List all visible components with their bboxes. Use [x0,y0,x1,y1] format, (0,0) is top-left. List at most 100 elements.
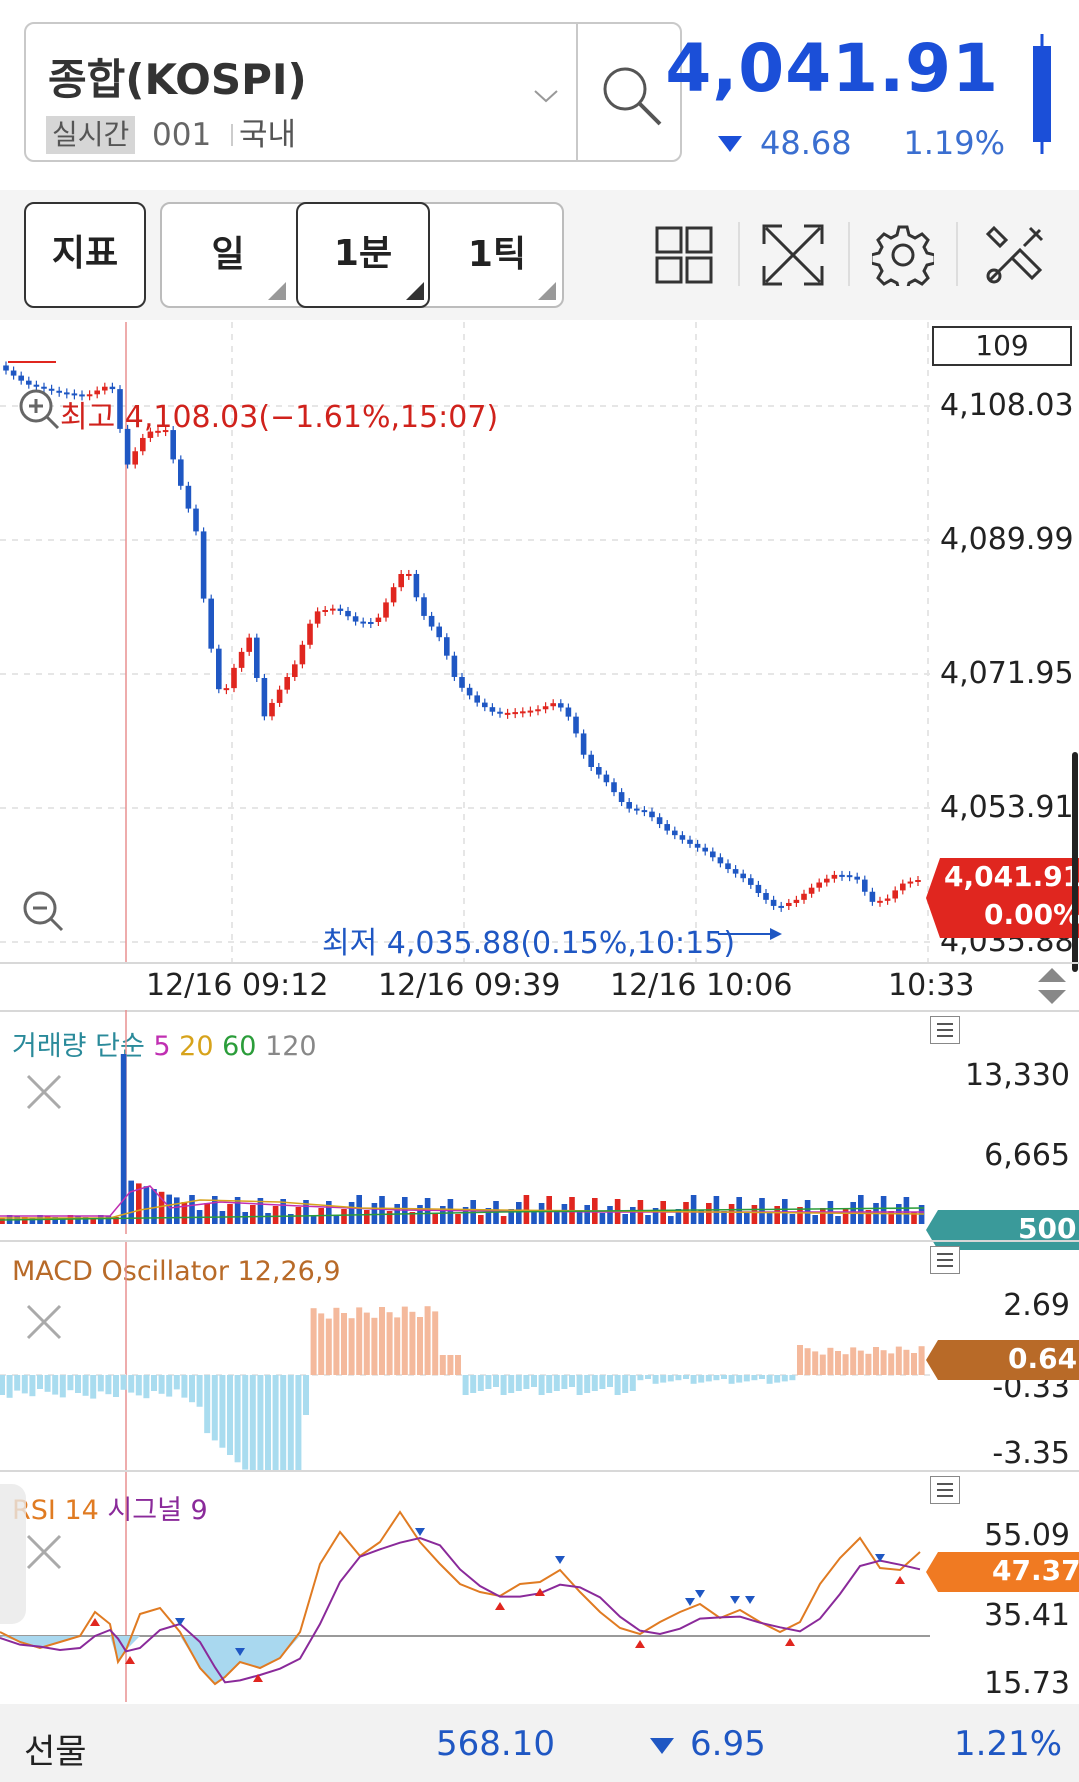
symbol-selector[interactable]: 종합(KOSPI) 실시간 001 국내 [24,22,682,162]
candle-body [216,648,222,690]
macd-bar [371,1317,378,1375]
menu-icon[interactable] [930,1476,960,1504]
macd-bar [432,1311,439,1375]
macd-bar [797,1345,803,1375]
volume-bar [60,1218,66,1224]
candle-body [48,388,55,391]
scroll-updown-icon[interactable] [1034,966,1070,1006]
volume-bar [341,1209,347,1224]
macd-bar [341,1313,347,1375]
macd-bar [493,1375,499,1387]
volume-bar [440,1206,446,1224]
volume-bar [189,1195,195,1224]
macd-bar [629,1375,636,1391]
candle-body [679,835,686,840]
sell-signal-arrow [745,1596,755,1604]
macd-bar [880,1350,887,1375]
candle-body [368,622,374,624]
macd-bar [227,1375,233,1455]
grid-layout-icon[interactable] [655,226,713,284]
candle-body [778,905,784,908]
volume-bar [303,1200,309,1224]
candle-body [884,898,891,901]
period-1min[interactable]: 1분 [296,202,430,308]
time-label: 12/16 09:12 [146,968,329,1003]
chevron-down-icon[interactable] [531,86,561,106]
gear-icon[interactable] [872,224,934,286]
menu-icon[interactable] [930,1016,960,1044]
volume-bar [766,1213,773,1224]
zoom-in-icon[interactable] [16,386,60,430]
macd-bar [781,1375,788,1382]
volume-bar [584,1205,590,1224]
close-icon[interactable] [24,1532,64,1572]
candle-body [694,843,701,848]
macd-bar [29,1375,36,1397]
tools-icon[interactable] [984,224,1046,286]
macd-bar [622,1375,629,1393]
volume-bar [356,1195,362,1224]
y-tick: 6,665 [984,1138,1070,1173]
macd-bar [181,1375,188,1398]
macd-bar [249,1375,256,1470]
scrollbar[interactable] [1072,752,1078,972]
candle-body [390,587,397,603]
volume-bar [698,1210,704,1224]
volume-bar [736,1197,742,1224]
volume-bar [432,1213,438,1224]
volume-bar [166,1194,172,1224]
sell-signal-arrow [730,1596,740,1604]
macd-bar [318,1313,325,1375]
zoom-out-icon[interactable] [20,888,64,932]
candle-body [535,709,541,712]
candle-body [763,893,769,900]
period-day[interactable]: 일 [211,234,245,275]
macd-bar [447,1355,454,1375]
main-chart[interactable] [0,322,1079,962]
volume-bar [880,1196,887,1224]
y-tick: 15.73 [984,1666,1070,1701]
sell-signal-arrow [685,1598,695,1606]
current-price-tag [926,858,1079,938]
candle-body [748,878,754,885]
futures-bar[interactable] [0,1704,1079,1782]
candle-body [200,531,207,599]
candle-body [801,893,807,900]
period-1tick[interactable]: 1틱 [467,234,527,275]
candle-body [3,365,9,371]
volume-bar [234,1197,241,1224]
ma60-label: 60 [222,1031,257,1062]
volume-bar [774,1206,780,1224]
macd-bar [812,1351,819,1375]
macd-bar [287,1375,294,1470]
candle-body [246,637,252,652]
volume-bar [820,1208,826,1224]
candle-body [504,712,511,715]
expand-icon[interactable] [762,224,824,286]
volume-bar [98,1215,104,1224]
menu-icon[interactable] [930,1246,960,1274]
macd-tag [926,1340,1079,1380]
macd-bar [75,1375,81,1393]
side-drawer-handle[interactable] [0,1484,26,1624]
close-icon[interactable] [24,1072,64,1112]
close-icon[interactable] [24,1302,64,1342]
buy-signal-arrow [785,1638,795,1646]
volume-bar [326,1201,332,1224]
search-icon[interactable] [598,62,664,128]
ma5-label: 5 [153,1031,171,1062]
macd-bar [766,1375,773,1384]
candle-count-box: 109 [932,326,1072,366]
candle-body [155,430,161,433]
candle-body [907,881,914,884]
candle-body [208,598,214,649]
volume-bar [538,1203,545,1224]
time-label: 12/16 10:06 [610,968,793,1003]
candle-body [580,733,587,755]
indicator-button[interactable]: 지표 [24,202,146,308]
macd-bar [135,1375,142,1396]
macd-bar [424,1306,431,1375]
candle-body [330,608,336,611]
macd-bar [690,1375,697,1384]
macd-bar [386,1312,393,1375]
